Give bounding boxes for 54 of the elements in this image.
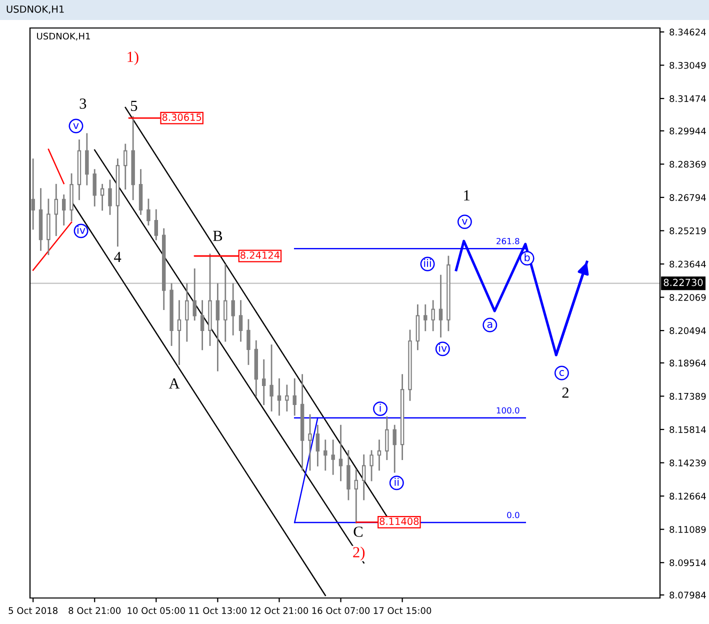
annotation: b bbox=[524, 253, 530, 262]
y-tick-label: 8.33049 bbox=[670, 62, 706, 69]
annotation: 3 bbox=[80, 98, 86, 109]
annotation: iv bbox=[439, 344, 447, 352]
y-tick-label: 8.23644 bbox=[670, 260, 706, 268]
y-tick-label: 8.26794 bbox=[670, 194, 706, 201]
y-tick-label: 8.14239 bbox=[670, 459, 706, 466]
annotation: A bbox=[168, 378, 180, 388]
annotation: 8.30615 bbox=[162, 114, 202, 121]
y-tick-label: 8.31474 bbox=[670, 95, 706, 102]
series-label: 0.0 bbox=[507, 512, 520, 518]
annotation: ii bbox=[394, 478, 399, 486]
y-tick-label: 8.20494 bbox=[670, 327, 706, 334]
x-tick-label: 17 Oct 15:00 bbox=[374, 607, 432, 614]
annotation: iv bbox=[77, 226, 86, 234]
annotation: i bbox=[380, 404, 381, 412]
series-label: 100.0 bbox=[496, 407, 520, 414]
x-tick-label: 10 Oct 05:00 bbox=[128, 607, 185, 614]
annotation: 8.11408 bbox=[380, 518, 419, 526]
ref-line-label: 8.22730 bbox=[664, 278, 703, 286]
annotation: 1) bbox=[128, 51, 138, 66]
y-tick-label: 8.09514 bbox=[670, 559, 706, 566]
series-label: 261.8 bbox=[496, 238, 520, 244]
annotation: v bbox=[73, 123, 79, 129]
y-tick-label: 8.28369 bbox=[670, 160, 706, 168]
annotation: 5 bbox=[131, 100, 138, 112]
x-tick-label: 5 Oct 2018 bbox=[8, 607, 58, 614]
annotation: 1 bbox=[464, 190, 470, 200]
y-tick-label: 8.15814 bbox=[670, 426, 706, 434]
annotation: c bbox=[559, 370, 564, 376]
annotation: v bbox=[462, 218, 468, 225]
y-tick-label: 8.07984 bbox=[670, 592, 706, 599]
annotation: iii bbox=[424, 258, 431, 267]
annotation: B bbox=[213, 230, 222, 241]
x-tick-label: 12 Oct 21:00 bbox=[250, 607, 308, 614]
annotation: 2 bbox=[562, 387, 568, 398]
annotation: 2) bbox=[353, 546, 365, 560]
y-tick-label: 8.11089 bbox=[670, 526, 706, 533]
y-tick-label: 8.25219 bbox=[670, 227, 706, 234]
x-tick-label: 16 Oct 07:00 bbox=[312, 607, 370, 614]
x-tick-label: 11 Oct 13:00 bbox=[189, 607, 247, 614]
x-tick-label: 8 Oct 21:00 bbox=[68, 607, 121, 614]
annotation: a bbox=[487, 322, 492, 328]
y-tick-label: 8.17389 bbox=[670, 392, 706, 400]
chart-title: USDNOK,H1 bbox=[6, 5, 64, 14]
y-tick-label: 8.18964 bbox=[670, 360, 706, 366]
y-tick-label: 8.12664 bbox=[670, 492, 706, 500]
annotation: 4 bbox=[114, 252, 122, 262]
chart-subtitle: USDNOK,H1 bbox=[37, 32, 90, 40]
annotation: 8.24124 bbox=[240, 251, 280, 259]
y-tick-label: 8.22069 bbox=[670, 294, 706, 301]
y-tick-label: 8.29944 bbox=[670, 128, 706, 134]
annotation: C bbox=[354, 526, 362, 537]
y-tick-label: 8.34624 bbox=[670, 28, 706, 36]
